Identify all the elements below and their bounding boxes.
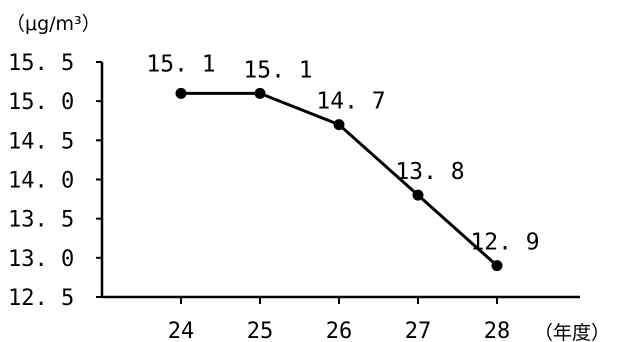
data-point bbox=[491, 260, 503, 272]
x-axis-ticks: 24 25 26 27 28 bbox=[168, 297, 511, 342]
y-tick-label: 15. 5 bbox=[8, 51, 74, 76]
y-tick-label: 14. 5 bbox=[8, 129, 74, 154]
x-tick-label: 26 bbox=[326, 319, 353, 342]
data-label: 13. 8 bbox=[395, 159, 464, 185]
y-tick-label: 12. 5 bbox=[8, 286, 74, 311]
y-tick-label: 13. 0 bbox=[8, 247, 74, 272]
x-axis-unit-label: （年度） bbox=[534, 322, 610, 342]
y-tick-label: 14. 0 bbox=[8, 169, 74, 194]
data-point bbox=[254, 87, 266, 99]
x-tick-label: 28 bbox=[484, 319, 511, 342]
series-line: 15. 1 15. 114. 713. 812. 9 bbox=[146, 51, 540, 272]
data-label: 14. 7 bbox=[316, 89, 385, 115]
data-point bbox=[333, 119, 345, 131]
y-tick-label: 15. 0 bbox=[8, 90, 74, 115]
y-tick-label: 13. 5 bbox=[8, 208, 74, 233]
data-label: 12. 9 bbox=[470, 230, 539, 256]
x-tick-label: 25 bbox=[247, 319, 274, 342]
data-label: 15. 1 bbox=[243, 57, 312, 83]
x-tick-label: 27 bbox=[405, 319, 432, 342]
y-axis-ticks: 12. 5 13. 0 13. 5 14. 0 14. 5 15. 0 15. 5 bbox=[8, 51, 102, 311]
x-tick-label: 24 bbox=[168, 319, 195, 342]
data-point bbox=[412, 189, 424, 201]
data-point bbox=[175, 87, 187, 99]
y-axis-unit-label: （μg/m³） bbox=[6, 13, 101, 35]
data-label: 15. 1 bbox=[146, 51, 215, 77]
